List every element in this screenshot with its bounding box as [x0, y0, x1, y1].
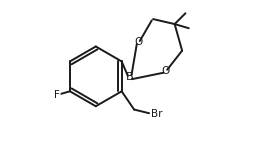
Text: O: O	[162, 66, 170, 76]
Text: O: O	[134, 37, 142, 47]
Text: F: F	[54, 90, 60, 100]
Text: B: B	[126, 72, 134, 82]
Text: Br: Br	[151, 109, 162, 119]
